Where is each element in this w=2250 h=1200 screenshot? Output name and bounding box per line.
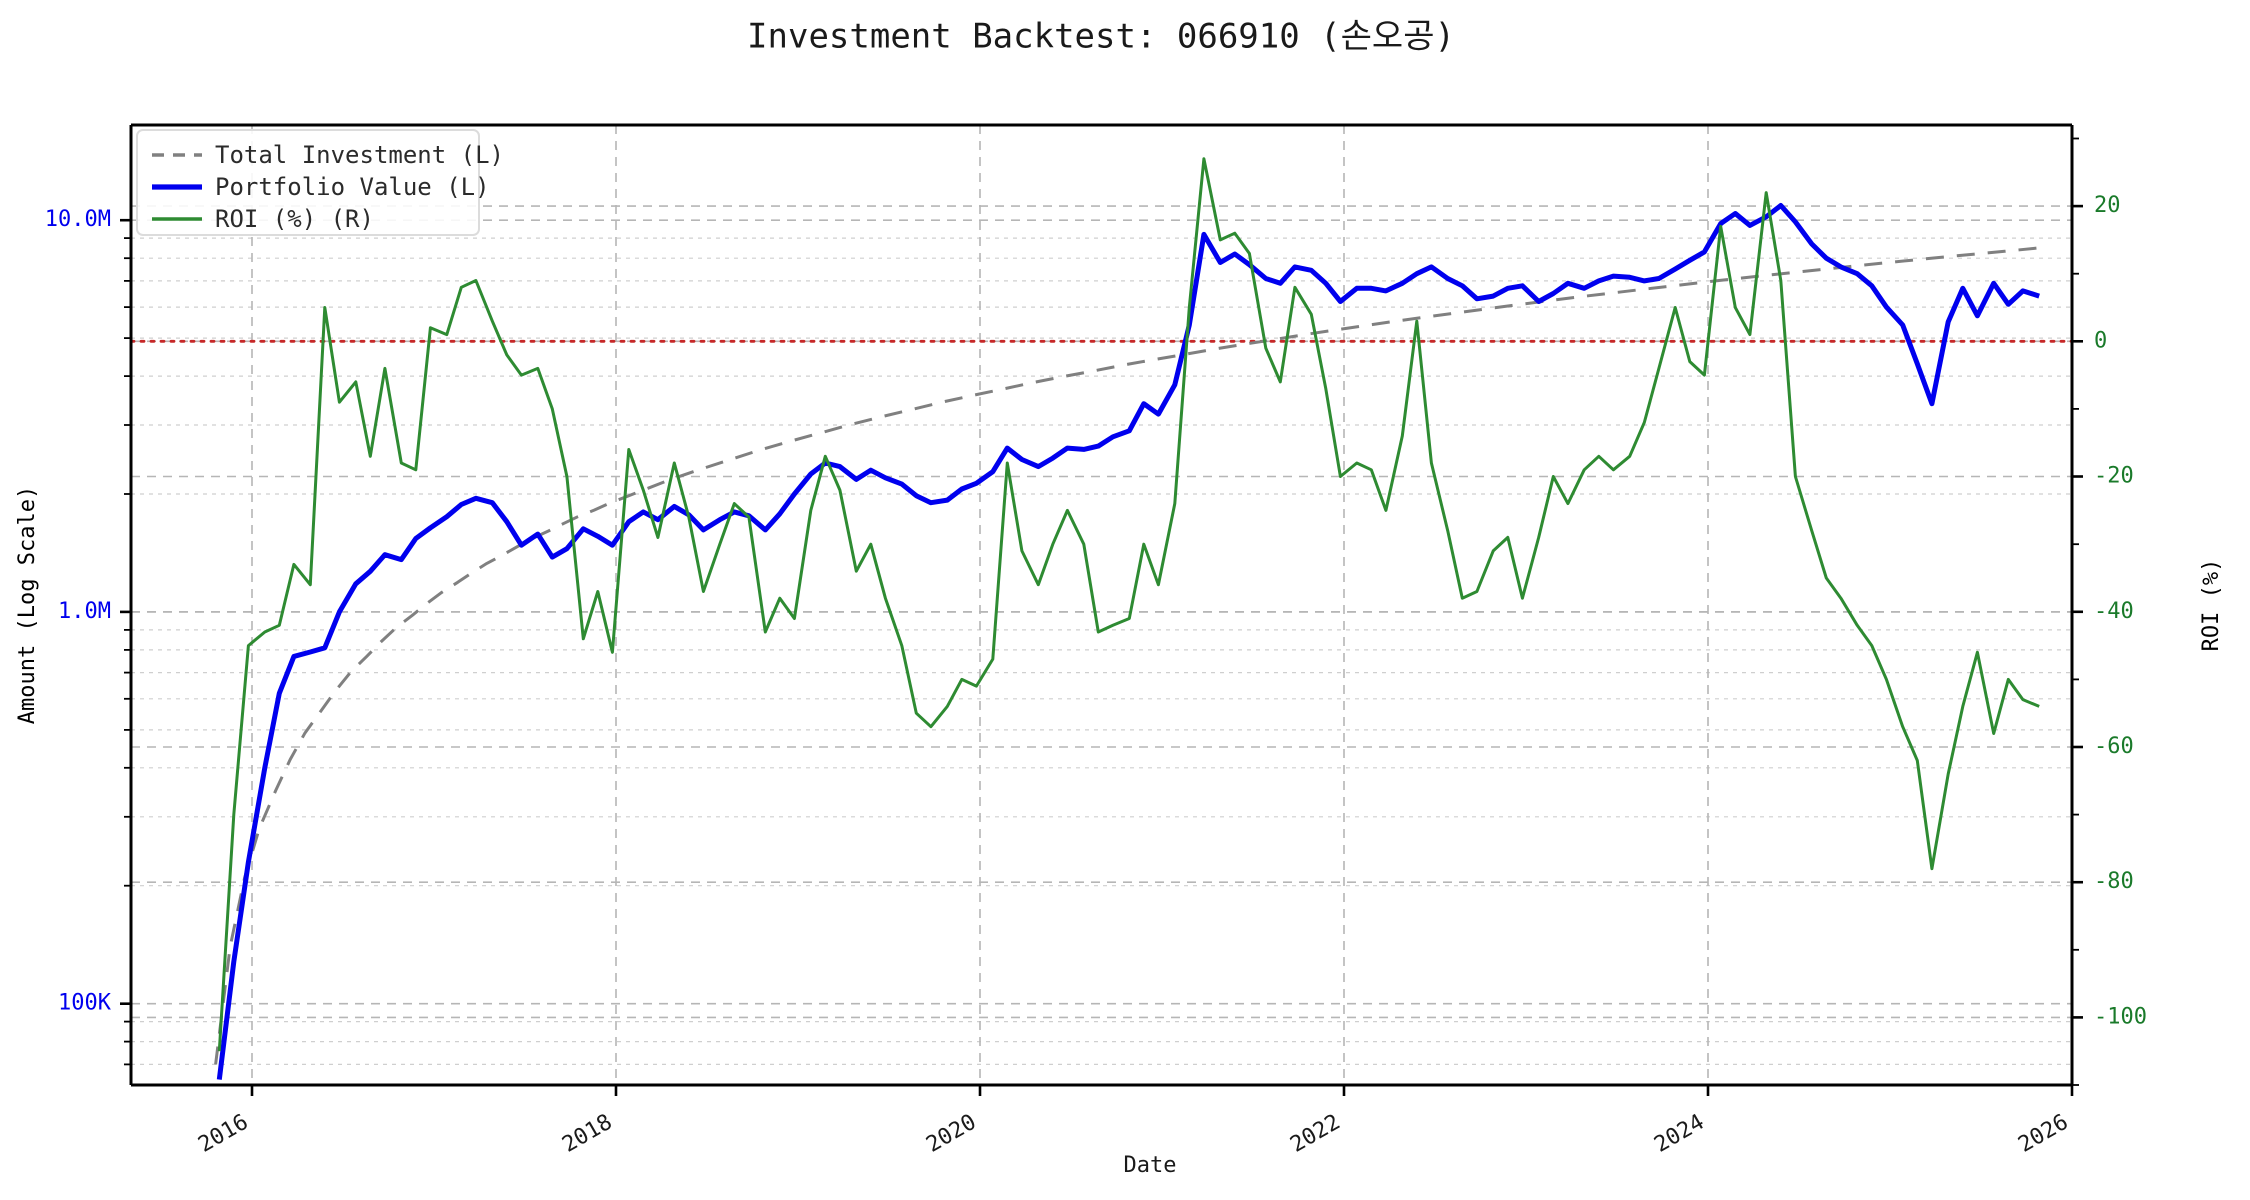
x-axis-label: Date <box>1124 1153 1177 1178</box>
series-line-total-investment-l <box>214 246 2040 1065</box>
axis-spines <box>129 123 2074 1087</box>
chart-title: Investment Backtest: 066910 (손오공) <box>747 17 1455 57</box>
chart-legend[interactable]: Total Investment (L) Portfolio Value (L)… <box>136 129 504 236</box>
tick-label-right: -60 <box>2094 734 2134 759</box>
left-axis-label: Amount (Log Scale) <box>15 486 40 724</box>
plot-area-background <box>131 125 2072 1085</box>
right-axis-label: ROI (%) <box>2199 559 2224 652</box>
series-line-portfolio-value-l <box>216 203 2040 1080</box>
tick-label-right: -80 <box>2094 869 2134 894</box>
series-line-roi-r <box>217 157 2040 1052</box>
tick-label-left: 1.0M <box>58 599 111 624</box>
left-axis-ticks: 10.0M 1.0M 100K <box>45 207 131 1066</box>
tick-label-left: 100K <box>58 991 112 1016</box>
chart-series-group <box>214 157 2040 1080</box>
tick-label-right: -100 <box>2094 1004 2147 1029</box>
tick-label-right: 0 <box>2094 328 2107 353</box>
legend-label-portfolio-value: Portfolio Value (L) <box>215 173 490 201</box>
tick-label-right: -40 <box>2094 599 2134 624</box>
tick-label-right: 20 <box>2094 193 2121 218</box>
legend-background <box>136 129 480 236</box>
tick-label-right: -20 <box>2094 464 2134 489</box>
legend-label-roi: ROI (%) (R) <box>215 205 374 233</box>
legend-label-total-investment: Total Investment (L) <box>215 141 504 169</box>
tick-label-left: 10.0M <box>45 207 111 232</box>
right-axis-ticks: 20 0 -20 -40 -60 -80 -100 <box>2072 137 2147 1086</box>
